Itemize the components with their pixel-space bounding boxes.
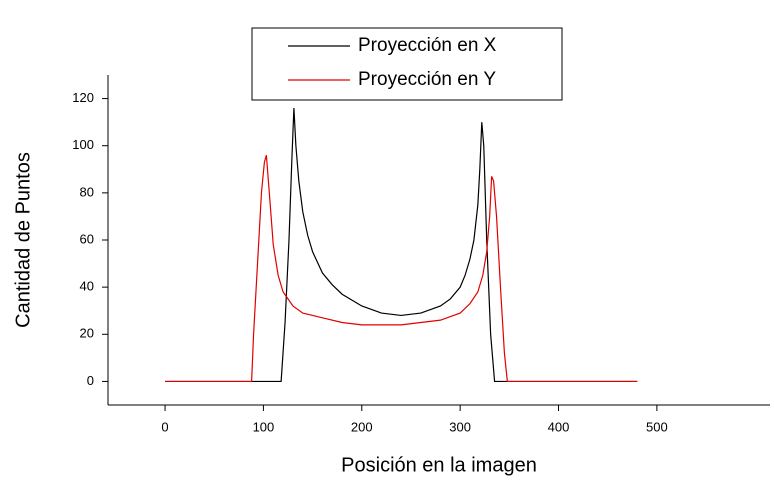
x-tick-label: 400 [548, 419, 570, 434]
y-tick-label: 120 [72, 90, 94, 105]
y-axis-title: Cantidad de Puntos [12, 152, 34, 328]
series-line [165, 107, 638, 383]
x-tick-label: 200 [351, 419, 373, 434]
y-tick-label: 0 [87, 373, 94, 388]
y-tick-label: 20 [80, 326, 94, 341]
y-tick-label: 100 [72, 137, 94, 152]
y-tick-label: 40 [80, 279, 94, 294]
x-tick-label: 0 [161, 419, 168, 434]
legend-box [251, 27, 563, 101]
x-tick-label: 500 [646, 419, 668, 434]
x-tick-label: 300 [449, 419, 471, 434]
y-tick-label: 60 [80, 231, 94, 246]
series-line [165, 154, 638, 383]
x-tick-label: 100 [253, 419, 275, 434]
legend-label: Proyección en Y [358, 69, 496, 90]
y-tick-label: 80 [80, 184, 94, 199]
x-axis-title: Posición en la imagen [341, 454, 537, 476]
legend-label: Proyección en X [358, 35, 497, 56]
